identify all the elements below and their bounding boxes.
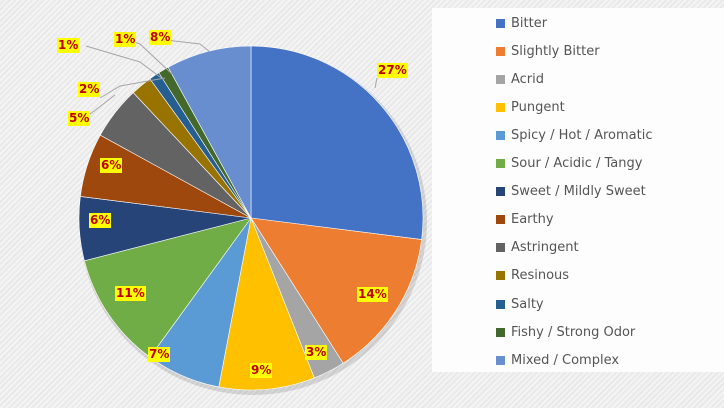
data-label-6: 6% — [89, 213, 112, 228]
legend-item: Sour / Acidic / Tangy — [496, 154, 642, 174]
legend-swatch — [496, 327, 505, 337]
legend-label: Resinous — [511, 268, 570, 284]
legend-label: Earthy — [511, 212, 554, 228]
data-label-5: 11% — [115, 286, 146, 301]
data-label-11: 1% — [114, 32, 137, 47]
legend-swatch — [496, 18, 505, 28]
data-label-8: 5% — [68, 111, 91, 126]
legend-label: Astringent — [511, 240, 579, 256]
legend-label: Fishy / Strong Odor — [511, 324, 636, 340]
legend-swatch — [496, 159, 505, 168]
data-label-4: 7% — [148, 347, 171, 362]
legend-label: Sour / Acidic / Tangy — [511, 156, 643, 171]
legend-item: Pungent — [496, 97, 565, 117]
pie-slice-12 — [167, 45, 252, 219]
legend-label: Pungent — [511, 99, 565, 115]
legend-label: Spicy / Hot / Aromatic — [511, 127, 653, 143]
pie-slice-3 — [218, 216, 315, 391]
legend-item: Earthy — [496, 210, 554, 230]
legend-label: Bitter — [511, 15, 548, 31]
legend-swatch — [496, 215, 505, 225]
leader-line-9 — [85, 45, 165, 81]
legend-swatch — [496, 355, 505, 365]
legend-item: Fishy / Strong Odor — [496, 322, 635, 342]
data-label-2: 3% — [305, 345, 328, 360]
legend-swatch — [496, 46, 505, 56]
legend-item: Slightly Bitter — [496, 41, 600, 61]
leader-line-0 — [374, 77, 378, 89]
legend-label: Acrid — [511, 71, 545, 87]
pie-slice-0 — [250, 45, 424, 240]
leader-line-10 — [99, 77, 166, 99]
legend-swatch — [496, 271, 505, 281]
legend-item: Astringent — [496, 238, 579, 258]
legend-swatch — [496, 130, 505, 140]
legend-swatch — [496, 187, 505, 197]
pie-slice-1 — [250, 217, 422, 364]
data-label-10: 1% — [57, 38, 80, 53]
legend-item: Spicy / Hot / Aromatic — [496, 125, 652, 145]
legend-label: Salty — [511, 296, 544, 312]
legend-swatch — [496, 299, 505, 309]
legend-item: Sweet / Mildly Sweet — [496, 182, 646, 202]
legend-item: Salty — [496, 294, 544, 314]
leader-line-12 — [165, 39, 211, 53]
data-label-9: 2% — [78, 82, 101, 97]
legend-label: Mixed / Complex — [511, 352, 620, 368]
data-label-12: 8% — [149, 30, 172, 45]
legend-swatch — [496, 243, 505, 253]
legend-swatch — [496, 102, 505, 112]
legend-item: Bitter — [496, 13, 547, 33]
data-label-3: 9% — [250, 363, 273, 378]
legend-swatch — [496, 74, 505, 84]
data-label-1: 14% — [357, 287, 388, 302]
legend: Bitter Slightly Bitter Acrid Pungent Spicy /… — [432, 8, 724, 372]
legend-item: Acrid — [496, 69, 544, 89]
pie-slice-5 — [84, 217, 252, 358]
data-label-0: 27% — [377, 63, 408, 78]
legend-item: Resinous — [496, 266, 569, 286]
legend-item: Mixed / Complex — [496, 350, 619, 370]
data-label-7: 6% — [100, 158, 123, 173]
pie-chart — [78, 39, 427, 395]
legend-label: Slightly Bitter — [511, 43, 600, 59]
legend-label: Sweet / Mildly Sweet — [511, 184, 646, 200]
